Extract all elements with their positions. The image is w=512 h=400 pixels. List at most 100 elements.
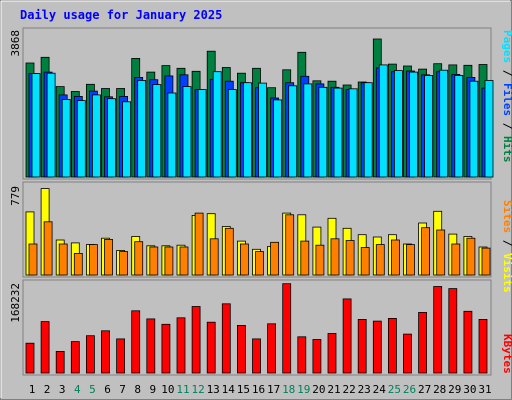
pages-bar-day-28 xyxy=(439,69,449,178)
legend-separator: / xyxy=(501,233,512,253)
day-label-7: 7 xyxy=(119,383,126,396)
kbytes-bar-day-3 xyxy=(55,350,65,374)
pages-bar-day-19 xyxy=(303,83,313,178)
pages-bar-day-7 xyxy=(122,101,131,178)
kbytes-bar-day-19 xyxy=(297,336,307,374)
day-label-8: 8 xyxy=(134,383,141,396)
day-label-2: 2 xyxy=(44,383,51,396)
day-label-31: 31 xyxy=(478,383,491,396)
sites-bar-day-12 xyxy=(194,212,204,276)
pages-bar-day-15 xyxy=(242,82,252,178)
kbytes-bar-day-14 xyxy=(221,303,231,374)
pages-bar-day-1 xyxy=(31,73,41,178)
day-label-27: 27 xyxy=(418,383,431,396)
kbytes-bar-day-30 xyxy=(463,310,473,374)
pages-bar-day-24 xyxy=(378,64,388,178)
day-label-22: 22 xyxy=(342,383,355,396)
frame-kbytes-panel xyxy=(22,279,492,376)
sites-bar-day-14 xyxy=(224,227,234,276)
day-label-26: 26 xyxy=(403,383,416,396)
kbytes-bar-day-7 xyxy=(116,338,125,374)
visits-panel-ymax-label: 779 xyxy=(9,186,22,206)
day-label-21: 21 xyxy=(327,383,340,396)
sites-bar-day-21 xyxy=(330,238,340,276)
day-label-29: 29 xyxy=(448,383,461,396)
day-label-11: 11 xyxy=(176,383,189,396)
kbytes-bar-day-9 xyxy=(146,318,156,374)
kbytes-bar-day-5 xyxy=(86,335,95,374)
day-label-15: 15 xyxy=(237,383,250,396)
kbytes-bar-day-23 xyxy=(357,318,367,374)
pages-bar-day-12 xyxy=(197,89,207,178)
frame-visits-panel xyxy=(22,181,492,278)
kbytes-bar-day-25 xyxy=(387,317,397,374)
pages-bar-day-8 xyxy=(137,80,147,178)
kbytes-bar-day-31 xyxy=(478,318,488,374)
legend-separator: / xyxy=(501,116,512,136)
sites-bar-day-30 xyxy=(466,237,476,276)
day-label-1: 1 xyxy=(29,383,36,396)
day-label-16: 16 xyxy=(252,383,265,396)
pages-bar-day-21 xyxy=(333,87,343,178)
kbytes-bar-day-26 xyxy=(403,333,412,374)
kbytes-bar-day-11 xyxy=(176,317,186,374)
kbytes-bar-day-4 xyxy=(70,341,80,374)
kbytes-bar-day-22 xyxy=(342,298,352,374)
sites-bar-day-15 xyxy=(239,243,249,276)
kbytes-bar-day-12 xyxy=(191,306,201,374)
legend-hits-panel: Pages / Files / Hits xyxy=(501,30,512,163)
legend-kbytes: KBytes xyxy=(501,334,512,374)
sites-bar-day-5 xyxy=(89,244,98,276)
day-label-6: 6 xyxy=(104,383,111,396)
hits-panel-ymax-label: 3868 xyxy=(9,30,22,57)
day-label-20: 20 xyxy=(312,383,325,396)
sites-bar-day-17 xyxy=(270,241,280,276)
legend-pages: Pages xyxy=(501,30,512,63)
day-label-14: 14 xyxy=(222,383,236,396)
pages-bar-day-22 xyxy=(348,88,358,178)
legend-hits: Hits xyxy=(501,136,512,163)
sites-bar-day-1 xyxy=(28,243,38,276)
pages-bar-day-23 xyxy=(363,82,373,178)
sites-bar-day-6 xyxy=(104,238,113,276)
day-label-23: 23 xyxy=(358,383,371,396)
day-label-18: 18 xyxy=(282,383,295,396)
sites-bar-day-26 xyxy=(406,244,415,276)
day-label-3: 3 xyxy=(59,383,66,396)
kbytes-bar-day-24 xyxy=(372,320,382,374)
day-label-9: 9 xyxy=(149,383,156,396)
day-label-25: 25 xyxy=(388,383,401,396)
sites-bar-day-13 xyxy=(209,238,219,276)
sites-bar-day-23 xyxy=(360,247,370,276)
kbytes-bar-day-29 xyxy=(448,288,458,374)
day-label-5: 5 xyxy=(89,383,96,396)
legend-separator: / xyxy=(501,63,512,83)
sites-bar-day-25 xyxy=(390,239,400,276)
pages-bar-day-30 xyxy=(469,80,479,178)
day-label-17: 17 xyxy=(267,383,280,396)
kbytes-bar-day-18 xyxy=(282,283,292,374)
kbytes-bar-day-21 xyxy=(327,333,337,374)
day-label-28: 28 xyxy=(433,383,446,396)
sites-bar-day-31 xyxy=(481,247,491,276)
sites-bar-day-24 xyxy=(375,244,385,276)
pages-bar-day-25 xyxy=(393,70,403,178)
sites-bar-day-28 xyxy=(436,229,446,276)
day-label-12: 12 xyxy=(191,383,204,396)
sites-bar-day-10 xyxy=(164,246,174,276)
sites-bar-day-8 xyxy=(134,241,144,276)
kbytes-bar-day-8 xyxy=(131,310,141,374)
pages-bar-day-16 xyxy=(258,82,267,178)
pages-bar-day-11 xyxy=(182,86,192,178)
day-label-24: 24 xyxy=(373,383,387,396)
sites-bar-day-3 xyxy=(58,243,68,276)
pages-bar-day-26 xyxy=(409,71,418,178)
sites-bar-day-9 xyxy=(149,246,159,276)
sites-bar-day-29 xyxy=(451,243,461,276)
pages-bar-day-4 xyxy=(76,100,86,178)
x-axis-day-labels: 1 2 3 4 5 6 7 8 9 10 11 12 13 14 15 16 17 18 19 20 21 22 23 24 2… xyxy=(29,383,492,396)
legend-visits: Visits xyxy=(501,253,512,293)
legend-kbytes-panel: KBytes xyxy=(501,334,512,374)
sites-bar-day-7 xyxy=(119,251,128,276)
